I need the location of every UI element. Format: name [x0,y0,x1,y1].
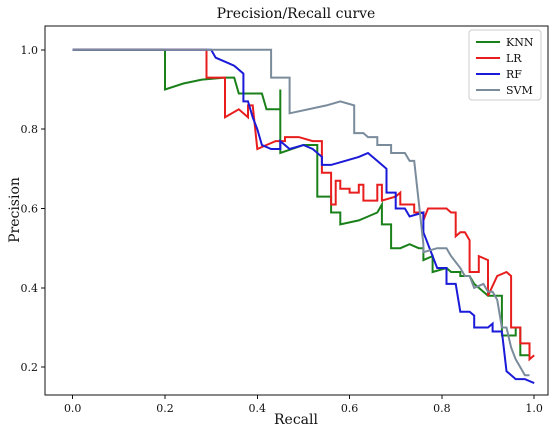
y-tick-label: 0.2 [21,361,39,374]
y-axis-ticks: 0.2 0.4 0.6 0.8 1.0 [21,44,45,374]
plot-area [44,25,549,396]
x-tick-label: 0.4 [249,402,267,415]
legend-items: KNN LR RF SVM [476,36,534,97]
series-line-svm [72,48,530,377]
legend-label-svm: SVM [506,84,533,97]
y-tick-label: 1.0 [21,44,39,57]
plot-frame [44,25,549,396]
series-line-knn [72,48,530,357]
x-tick-label: 0.8 [433,402,451,415]
y-tick-label: 0.6 [21,203,39,216]
series-layer [72,48,535,385]
series-line-lr [72,48,535,362]
legend-box [468,29,542,101]
legend-label-knn: KNN [506,36,534,49]
legend-label-rf: RF [506,68,522,81]
x-axis-label: Recall [274,412,318,428]
x-tick-label: 0.0 [64,402,82,415]
series-line-rf [72,48,535,385]
x-tick-label: 0.6 [341,402,359,415]
x-axis-ticks: 0.0 0.2 0.4 0.6 0.8 1.0 [64,395,543,415]
y-tick-label: 0.8 [21,123,39,136]
legend-label-lr: LR [506,52,522,65]
y-axis-label: Precision [7,177,23,243]
x-tick-label: 0.2 [156,402,174,415]
y-tick-label: 0.4 [21,282,39,295]
chart-title: Precision/Recall curve [217,6,376,22]
x-tick-label: 1.0 [525,402,543,415]
legend: KNN LR RF SVM [468,29,542,101]
